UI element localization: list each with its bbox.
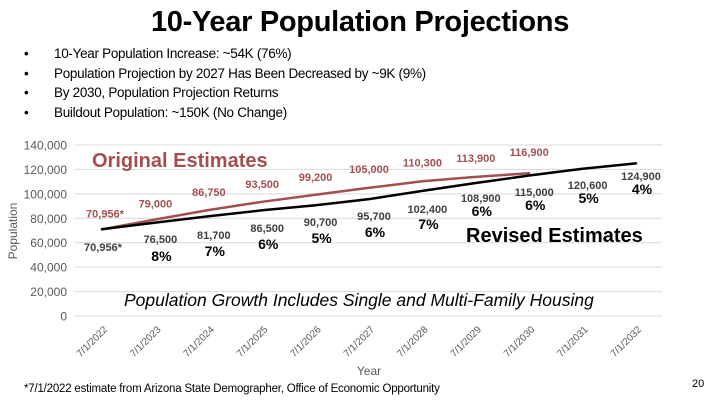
original-data-label: 99,200 bbox=[299, 172, 333, 184]
x-tick-label: 7/1/2032 bbox=[609, 324, 645, 360]
growth-percent-label: 6% bbox=[365, 224, 386, 240]
original-data-label: 110,300 bbox=[403, 157, 442, 169]
bullet-item: Buildout Population: ~150K (No Change) bbox=[22, 103, 426, 123]
revised-data-label: 102,400 bbox=[408, 204, 448, 216]
revised-data-label: 120,600 bbox=[568, 180, 608, 192]
y-tick-label: 80,000 bbox=[30, 212, 67, 226]
y-tick-label: 40,000 bbox=[30, 261, 67, 275]
growth-percent-label: 6% bbox=[258, 236, 279, 252]
series-lines bbox=[100, 162, 638, 231]
original-data-label: 70,956* bbox=[86, 208, 125, 220]
x-tick-label: 7/1/2024 bbox=[182, 324, 218, 360]
growth-percent-label: 6% bbox=[525, 197, 546, 213]
revised-data-label: 124,900 bbox=[621, 171, 661, 183]
bullet-item: By 2030, Population Projection Returns bbox=[22, 83, 426, 103]
y-tick-label: 120,000 bbox=[24, 163, 68, 177]
growth-percent-label: 4% bbox=[632, 181, 653, 197]
growth-percent-label: 5% bbox=[578, 190, 599, 206]
original-data-label: 113,900 bbox=[456, 153, 495, 165]
growth-percent-label: 8% bbox=[151, 248, 172, 264]
x-tick-label: 7/1/2023 bbox=[128, 324, 164, 360]
y-tick-label: 0 bbox=[60, 310, 67, 324]
footnote: *7/1/2022 estimate from Arizona State De… bbox=[24, 383, 440, 395]
x-tick-label: 7/1/2022 bbox=[75, 324, 111, 360]
housing-note-annotation: Population Growth Includes Single and Mu… bbox=[124, 290, 594, 310]
grid-lines bbox=[75, 144, 662, 317]
y-tick-label: 60,000 bbox=[30, 236, 67, 250]
y-tick-label: 20,000 bbox=[30, 285, 67, 299]
growth-percent-label: 5% bbox=[311, 230, 332, 246]
y-tick-label: 140,000 bbox=[24, 139, 68, 153]
x-tick-label: 7/1/2026 bbox=[288, 324, 324, 360]
revised-estimates-annotation: Revised Estimates bbox=[466, 225, 643, 247]
x-tick-labels: 7/1/2022 7/1/2023 7/1/2024 7/1/2025 7/1/2026… bbox=[75, 324, 645, 360]
growth-percent-label: 7% bbox=[418, 216, 439, 232]
revised-data-label: 70,956* bbox=[84, 242, 123, 254]
y-axis-label: Population bbox=[6, 203, 20, 260]
original-data-label: 105,000 bbox=[349, 164, 389, 176]
x-tick-label: 7/1/2028 bbox=[395, 324, 431, 360]
revised-data-label: 76,500 bbox=[144, 234, 178, 246]
revised-data-label: 86,500 bbox=[250, 223, 284, 235]
original-data-label: 116,900 bbox=[510, 147, 549, 159]
revised-data-label: 108,900 bbox=[461, 193, 501, 205]
x-tick-label: 7/1/2031 bbox=[555, 324, 591, 360]
revised-data-label: 95,700 bbox=[357, 211, 391, 223]
original-estimates-annotation: Original Estimates bbox=[92, 150, 268, 172]
revised-data-label: 81,700 bbox=[197, 230, 231, 242]
x-tick-label: 7/1/2030 bbox=[502, 324, 538, 360]
x-tick-label: 7/1/2025 bbox=[235, 324, 271, 360]
x-axis-label: Year bbox=[357, 364, 381, 378]
bullet-item: 10-Year Population Increase: ~54K (76%) bbox=[22, 44, 426, 64]
slide-title: 10-Year Population Projections bbox=[150, 6, 570, 38]
growth-percent-label: 7% bbox=[205, 243, 226, 259]
original-data-label: 86,750 bbox=[192, 187, 226, 199]
revised-data-label: 90,700 bbox=[304, 217, 338, 229]
x-tick-label: 7/1/2027 bbox=[342, 324, 378, 360]
page-number: 20 bbox=[692, 378, 705, 390]
y-tick-labels: 0 20,000 40,000 60,000 80,000 100,000 120,000 1… bbox=[24, 139, 68, 324]
y-tick-label: 100,000 bbox=[24, 187, 68, 201]
original-data-label: 93,500 bbox=[245, 179, 279, 191]
bullet-item: Population Projection by 2027 Has Been D… bbox=[22, 64, 426, 84]
x-tick-label: 7/1/2029 bbox=[449, 324, 485, 360]
growth-percent-label: 6% bbox=[472, 203, 493, 219]
data-labels: 70,956* 79,000 86,750 93,500 99,200 105,000 11… bbox=[84, 147, 661, 264]
revised-data-label: 115,000 bbox=[515, 187, 554, 199]
original-data-label: 79,000 bbox=[139, 199, 173, 211]
bullet-list: 10-Year Population Increase: ~54K (76%) … bbox=[22, 44, 426, 122]
